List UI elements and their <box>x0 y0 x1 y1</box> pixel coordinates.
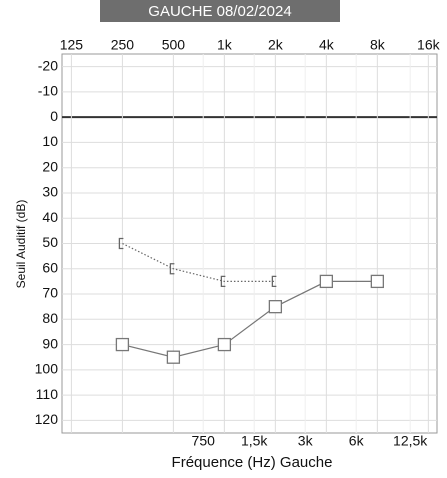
x-minor-tick-label: 6k <box>349 433 365 449</box>
marker-square <box>217 337 232 352</box>
y-axis-label: Seuil Auditif (dB) <box>14 200 28 289</box>
header-bar <box>100 0 340 22</box>
y-tick-label: 50 <box>42 234 58 250</box>
x-minor-tick-label: 3k <box>298 433 314 449</box>
x-axis-label: Fréquence (Hz) Gauche <box>172 454 333 471</box>
y-tick-label: -20 <box>38 57 58 73</box>
y-tick-label: 120 <box>35 411 59 427</box>
x-tick-label: 250 <box>111 37 135 53</box>
x-tick-label: 8k <box>370 37 386 53</box>
y-tick-label: 0 <box>50 108 58 124</box>
y-tick-label: -10 <box>38 83 58 99</box>
marker-square <box>370 274 384 289</box>
marker-square <box>319 274 334 289</box>
x-tick-label: 1k <box>217 37 233 53</box>
x-tick-label: 4k <box>319 37 335 53</box>
marker-square <box>166 350 181 364</box>
y-tick-label: 60 <box>42 259 58 275</box>
x-minor-tick-label: 12,5k <box>393 433 428 449</box>
series-line <box>122 280 378 358</box>
x-minor-tick-label: 1,5k <box>241 433 268 449</box>
marker-square <box>268 300 283 314</box>
x-tick-label: 2k <box>268 37 284 53</box>
y-tick-label: 110 <box>36 386 59 402</box>
y-tick-label: 30 <box>42 184 58 200</box>
x-minor-tick-label: 750 <box>192 433 216 449</box>
x-tick-label: 16k <box>417 37 441 53</box>
marker-bracket <box>271 275 277 288</box>
marker-bracket <box>118 237 124 250</box>
x-tick-label: 500 <box>162 37 186 53</box>
marker-square <box>115 337 130 352</box>
x-tick-label: 125 <box>60 37 84 53</box>
y-tick-label: 40 <box>42 209 58 225</box>
y-tick-label: 20 <box>42 158 58 174</box>
chart-title: GAUCHE 08/02/2024 <box>148 3 291 20</box>
y-tick-label: 90 <box>42 335 58 351</box>
y-tick-label: 10 <box>42 133 58 149</box>
y-tick-label: 70 <box>42 285 58 301</box>
y-tick-label: 80 <box>42 310 58 326</box>
marker-bracket <box>169 263 175 275</box>
y-tick-label: 100 <box>35 361 59 377</box>
marker-bracket <box>220 275 226 288</box>
series-line <box>122 242 276 282</box>
